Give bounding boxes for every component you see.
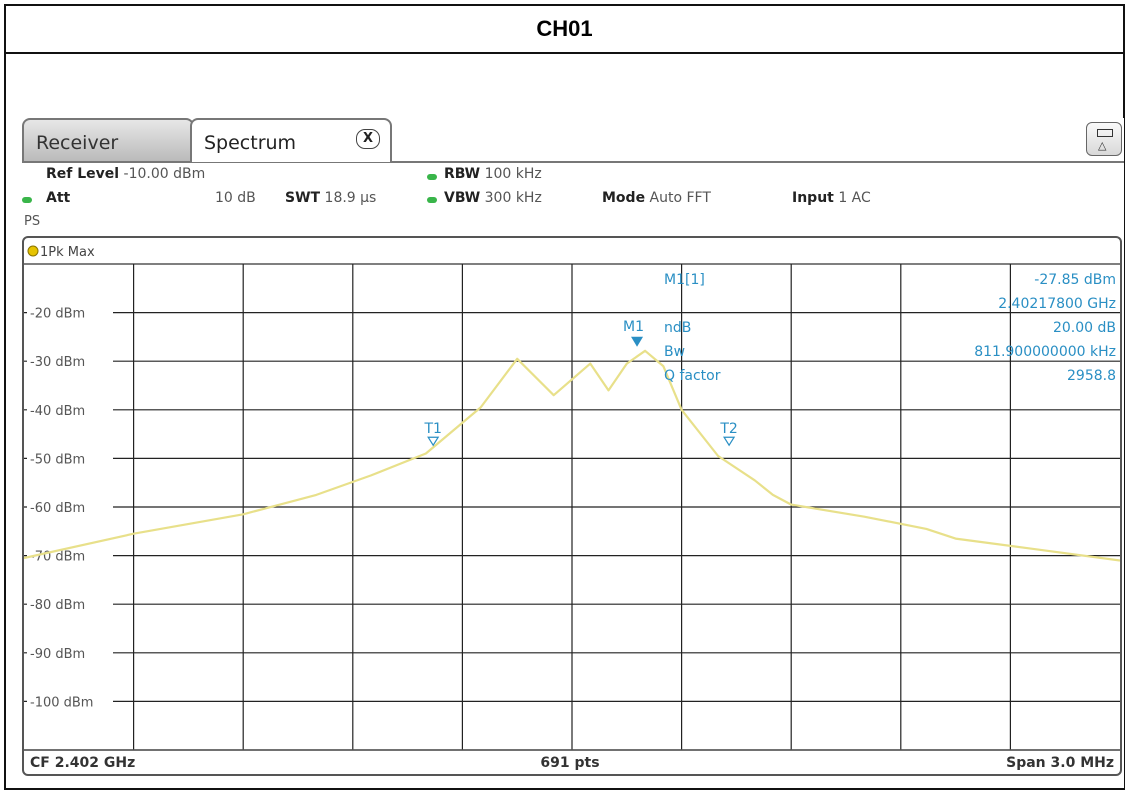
trace-group [23, 349, 1121, 562]
y-tick-bg [27, 303, 113, 322]
display-config-button[interactable]: △ [1086, 122, 1122, 156]
trace-header: 1Pk Max [24, 245, 1120, 265]
q-factor-value: 2958.8 [1067, 368, 1116, 384]
marker-t1-label: T1 [423, 421, 441, 437]
spectrum-plot-window: 1Pk Max -20 dBm -30 dBm -40 dBm -50 dBm -60 … [22, 236, 1122, 776]
marker-t2-label: T2 [719, 421, 737, 437]
bw-label: Bw [664, 344, 685, 360]
analyzer-screen: Receiver Spectrum X △ Ref Level -10.00 d… [22, 118, 1124, 788]
y-tick-label: -20 dBm [30, 307, 85, 322]
input-label: Input [792, 190, 834, 206]
mode-value: Auto FFT [649, 190, 711, 206]
y-tick-label: -30 dBm [30, 355, 85, 370]
vbw-label: VBW [444, 190, 481, 206]
m1-frequency: 2.40217800 GHz [998, 296, 1116, 312]
ndb-label: ndB [664, 320, 691, 336]
m1-level: -27.85 dBm [1034, 272, 1116, 288]
vbw-value: 300 kHz [484, 190, 542, 206]
q-factor-label: Q factor [664, 368, 721, 384]
tab-spectrum[interactable]: Spectrum X [190, 118, 392, 162]
y-axis-ticks: -20 dBm -30 dBm -40 dBm -50 dBm -60 dBm -70 d… [27, 303, 113, 711]
mode-label: Mode [602, 190, 646, 206]
y-tick-bg [27, 498, 113, 516]
center-frequency: CF 2.402 GHz [30, 755, 135, 771]
y-tick-bg [27, 449, 113, 468]
display-config-icon [1097, 129, 1113, 137]
trace-line [23, 349, 1121, 562]
rbw-coupled-led [427, 174, 437, 180]
rbw-readout: RBW 100 kHz [444, 166, 542, 182]
bw-value: 811.900000000 kHz [974, 344, 1116, 360]
marker-t1-icon [427, 436, 440, 447]
tab-receiver-label: Receiver [36, 132, 119, 154]
y-tick-bg [27, 595, 113, 614]
y-tick-bg [27, 643, 113, 662]
tab-divider [22, 161, 1124, 163]
ref-level-label: Ref Level [46, 166, 120, 182]
channel-title: CH01 [536, 16, 593, 41]
tab-receiver[interactable]: Receiver [22, 118, 194, 162]
att-value: 10 dB [215, 190, 256, 206]
points-count: 691 pts [540, 755, 599, 771]
spectrum-plot: 1Pk Max -20 dBm -30 dBm -40 dBm -50 dBm -60 … [23, 245, 1121, 771]
y-tick-label: -70 dBm [30, 550, 85, 565]
rbw-value: 100 kHz [484, 166, 542, 182]
close-tab-icon[interactable]: X [356, 129, 380, 149]
marker-m1-label: M1 [623, 319, 644, 335]
att-coupled-led [22, 197, 32, 203]
rbw-label: RBW [444, 166, 481, 182]
mode-readout: Mode Auto FFT [602, 190, 711, 206]
triangle-icon: △ [1098, 139, 1107, 152]
m1-label: M1[1] [664, 272, 705, 288]
y-tick-label: -80 dBm [30, 598, 85, 613]
swt-value: 18.9 µs [324, 190, 377, 206]
att-label-readout: Att [46, 190, 70, 206]
y-tick-label: -60 dBm [30, 501, 85, 516]
report-header: CH01 [6, 6, 1123, 54]
ref-level-readout: Ref Level -10.00 dBm [46, 166, 205, 182]
att-label: Att [46, 190, 71, 206]
y-tick-label: -90 dBm [30, 647, 85, 662]
ndb-value: 20.00 dB [1053, 320, 1116, 336]
span-readout: Span 3.0 MHz [1006, 755, 1114, 771]
marker-m1-icon [631, 336, 644, 347]
y-tick-label: -50 dBm [30, 452, 85, 467]
marker-group: M1 T1 T2 [423, 319, 738, 447]
marker-info-panel: M1[1] -27.85 dBm 2.40217800 GHz ndB 20.0… [664, 272, 1116, 384]
y-tick-bg [27, 546, 113, 565]
ps-indicator: PS [24, 214, 41, 229]
trace-indicator-icon [27, 245, 39, 257]
vbw-readout: VBW 300 kHz [444, 190, 542, 206]
y-tick-label: -100 dBm [30, 695, 93, 710]
vbw-coupled-led [427, 197, 437, 203]
y-tick-bg [27, 692, 113, 711]
trace-label: 1Pk Max [40, 245, 95, 260]
y-tick-bg [27, 352, 113, 371]
swt-label: SWT [285, 190, 321, 206]
input-value: 1 AC [838, 190, 871, 206]
y-tick-bg [27, 400, 113, 419]
tab-spectrum-label: Spectrum [204, 132, 297, 154]
marker-t2-icon [723, 436, 736, 447]
plot-grid [24, 264, 1120, 751]
input-readout: Input 1 AC [792, 190, 871, 206]
ref-level-value: -10.00 dBm [123, 166, 206, 182]
y-tick-label: -40 dBm [30, 404, 85, 419]
swt-readout: SWT 18.9 µs [285, 190, 376, 206]
report-frame: CH01 [4, 4, 1125, 790]
plot-footer: CF 2.402 GHz 691 pts Span 3.0 MHz [24, 749, 1120, 771]
